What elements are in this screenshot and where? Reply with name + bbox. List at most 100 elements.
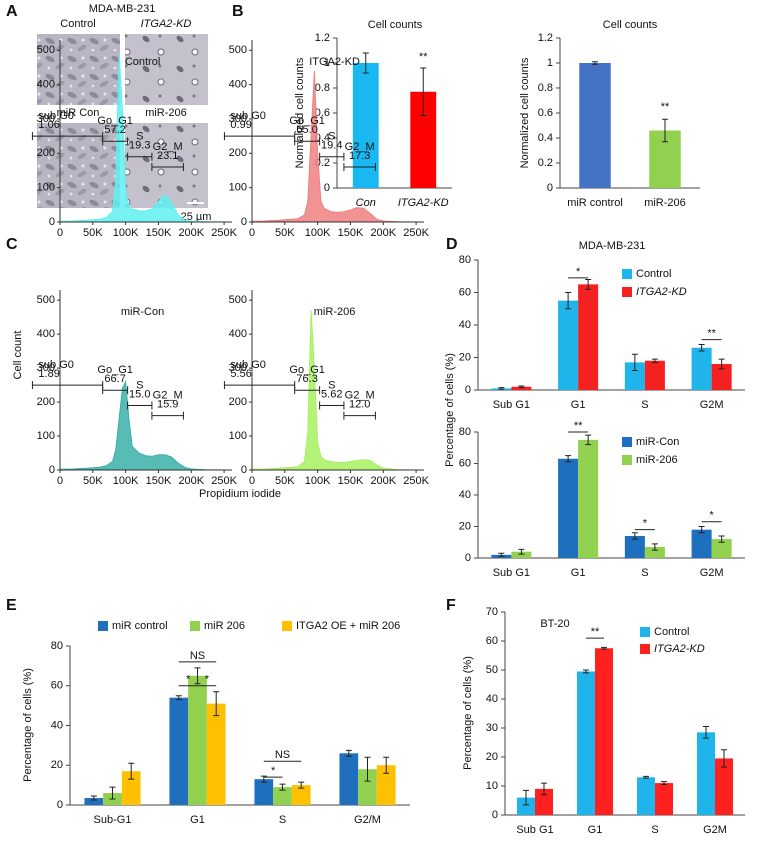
- histogram-title: miR-Con: [121, 306, 164, 318]
- bar: [517, 797, 535, 815]
- significance-label: **: [591, 626, 600, 638]
- y-tick-label: 40: [486, 693, 498, 705]
- error-bar: [698, 344, 705, 352]
- y-tick-label: 0: [547, 182, 553, 194]
- panel-label: D: [446, 236, 458, 253]
- histogram-title: ITGA2-KD: [309, 56, 360, 68]
- y-tick-label: 30: [486, 722, 498, 734]
- bar: [188, 675, 207, 805]
- error-bar: [631, 353, 638, 371]
- y-tick-label: 0: [324, 182, 330, 194]
- error-bar: [643, 775, 649, 779]
- error-bar: [703, 726, 709, 739]
- y-axis-label: Normalized cell counts: [294, 57, 306, 168]
- legend-label: ITGA2-KD: [636, 286, 687, 298]
- error-bar: [592, 61, 598, 65]
- x-tick-label: Sub G1: [493, 399, 530, 411]
- y-tick-label: 200: [37, 147, 55, 159]
- error-bar: [583, 669, 589, 674]
- y-tick-label: 0.4: [538, 132, 553, 144]
- y-tick-label: 500: [37, 44, 55, 56]
- y-axis-label: Cell count: [12, 331, 24, 380]
- y-tick-label: 1: [324, 57, 330, 69]
- y-tick-label: 40: [459, 489, 471, 501]
- micrograph-label: miR-206: [145, 107, 187, 119]
- x-tick-label: S: [641, 399, 648, 411]
- y-tick-label: 0: [49, 464, 55, 476]
- gate-value: 19.4: [321, 140, 342, 152]
- bar: [637, 777, 655, 815]
- y-tick-label: 300: [229, 362, 247, 374]
- significance-label: **: [419, 51, 428, 63]
- y-tick-label: 0.6: [315, 107, 330, 119]
- y-tick-label: 300: [37, 113, 55, 125]
- error-bar: [721, 749, 727, 768]
- bar: [121, 771, 141, 805]
- y-tick-label: 1.2: [538, 32, 553, 44]
- y-tick-label: 400: [229, 79, 247, 91]
- x-tick-label: 100K: [305, 475, 331, 487]
- bar: [511, 386, 532, 390]
- x-tick-label: 150K: [338, 475, 364, 487]
- error-bar: [585, 279, 592, 290]
- bar: [711, 539, 732, 558]
- y-tick-label: 80: [51, 640, 63, 652]
- error-bar: [651, 543, 658, 551]
- legend-label: miR 206: [204, 620, 245, 632]
- x-tick-label: 100K: [305, 227, 331, 239]
- gate-value: 5.56: [230, 368, 251, 380]
- significance-label: *: [271, 765, 276, 777]
- x-tick-label: G1: [571, 399, 586, 411]
- bar: [273, 787, 292, 805]
- legend-swatch: [622, 269, 632, 279]
- x-tick-label: S: [651, 824, 658, 836]
- error-bar: [420, 67, 427, 116]
- bar: [558, 458, 579, 558]
- gate-name: S: [136, 379, 143, 391]
- x-tick-label: Con: [356, 197, 376, 209]
- x-tick-label: Sub G1: [493, 567, 530, 579]
- y-tick-label: 1: [547, 57, 553, 69]
- histogram-area: [59, 379, 225, 471]
- gate-value: 0.99: [230, 119, 251, 131]
- y-tick-label: 50: [486, 664, 498, 676]
- error-bar: [601, 646, 607, 650]
- legend-label: miR-206: [636, 454, 678, 466]
- error-bar: [523, 789, 529, 806]
- y-tick-label: 10: [486, 780, 498, 792]
- x-tick-label: 0: [57, 227, 63, 239]
- x-tick-label: G1: [190, 814, 205, 826]
- bar: [352, 63, 379, 188]
- error-bar: [213, 691, 220, 717]
- bar: [254, 779, 274, 805]
- scale-bar-label: 25 µm: [181, 211, 212, 223]
- legend-label: Control: [636, 268, 671, 280]
- y-tick-label: 500: [229, 294, 247, 306]
- x-tick-label: G1: [588, 824, 603, 836]
- bar: [376, 765, 396, 805]
- x-tick-label: 0: [249, 227, 255, 239]
- error-bar: [718, 358, 725, 370]
- error-bar: [498, 387, 505, 390]
- error-bar: [585, 434, 592, 446]
- x-tick-label: 100K: [113, 475, 139, 487]
- legend-label: ITGA2 OE + miR 206: [296, 620, 400, 632]
- x-tick-label: G2M: [700, 399, 724, 411]
- gate-name: Go_G1: [289, 364, 324, 376]
- gate-name: S: [136, 131, 143, 143]
- error-bar: [541, 782, 547, 796]
- bar: [691, 347, 712, 390]
- bar: [624, 362, 645, 390]
- gate-value: 19.3: [129, 140, 150, 152]
- significance-label: *: [709, 510, 714, 522]
- error-bar: [631, 532, 638, 540]
- bar: [558, 300, 579, 390]
- micrograph: [125, 123, 208, 208]
- y-tick-label: 0: [57, 799, 63, 811]
- gate-value: 15.0: [129, 388, 150, 400]
- x-tick-label: 250K: [211, 227, 237, 239]
- y-tick-label: 20: [459, 351, 471, 363]
- gate-value: 12.0: [349, 399, 370, 411]
- bar: [206, 703, 226, 805]
